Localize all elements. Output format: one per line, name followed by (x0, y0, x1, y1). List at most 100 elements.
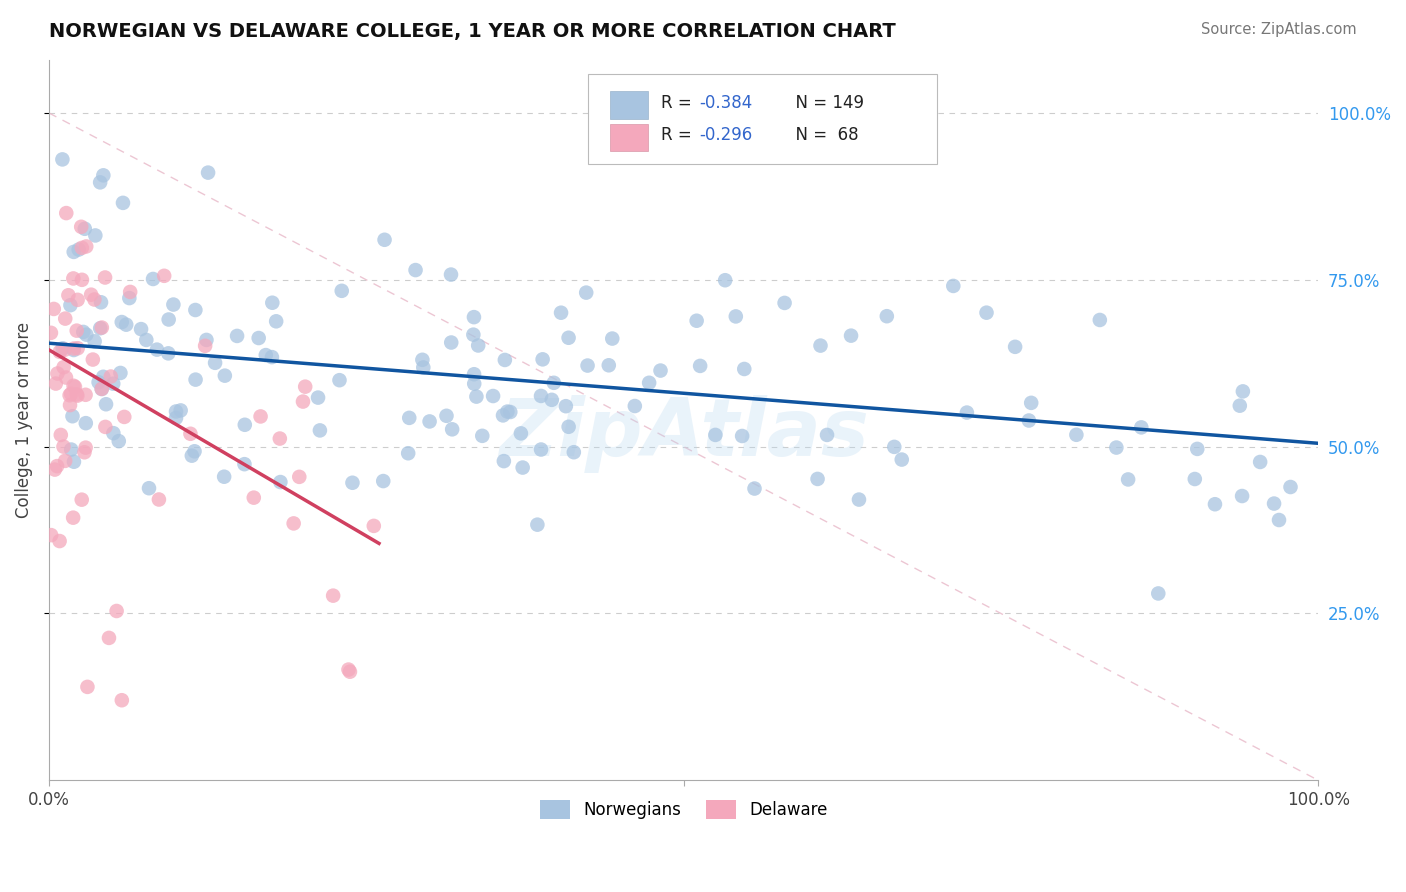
Point (260, 350, 283, 364)
Bar (610, 124, 648, 152)
Point (492, 454, 515, 468)
Point (1232, 384, 1254, 399)
Point (45, 376, 67, 391)
Point (441, 422, 464, 436)
Point (526, 517, 548, 532)
Point (184, 303, 207, 318)
Point (120, 285, 142, 299)
Point (1249, 455, 1271, 469)
Point (66, 293, 89, 307)
Point (60, 442, 83, 457)
Point (1268, 513, 1291, 527)
Point (93, 169, 115, 183)
Point (337, 663, 360, 677)
Point (724, 310, 747, 324)
Point (557, 331, 579, 345)
Point (496, 404, 519, 418)
Point (142, 272, 165, 286)
Point (322, 589, 344, 603)
Point (1229, 399, 1251, 413)
Point (135, 333, 157, 347)
Point (1116, 472, 1139, 486)
Point (942, 279, 965, 293)
Point (598, 359, 620, 373)
Point (467, 338, 489, 352)
Point (66, 324, 89, 338)
Point (531, 352, 554, 367)
Point (98, 631, 121, 645)
Point (283, 516, 305, 531)
Point (1130, 420, 1153, 434)
Point (374, 233, 396, 247)
Point (84, 228, 107, 243)
Point (52, 440, 75, 454)
Point (773, 296, 796, 310)
Point (62, 409, 84, 424)
Point (288, 470, 311, 484)
Point (806, 472, 828, 486)
Point (1105, 441, 1128, 455)
Point (110, 366, 132, 380)
Point (440, 335, 463, 350)
Point (62, 244, 84, 259)
Point (1147, 586, 1170, 600)
Point (59, 398, 82, 412)
Point (194, 339, 217, 353)
Point (689, 359, 711, 373)
Point (214, 368, 236, 383)
Point (810, 338, 832, 352)
Point (638, 376, 661, 390)
Point (111, 195, 134, 210)
Point (72, 325, 94, 339)
Point (179, 426, 201, 441)
Point (624, 399, 647, 413)
Point (90, 295, 112, 310)
Point (543, 376, 565, 390)
Point (90, 382, 112, 396)
Point (62, 378, 84, 392)
Point (463, 327, 485, 342)
Point (330, 284, 353, 298)
Point (492, 409, 515, 423)
Point (146, 343, 169, 357)
Point (247, 331, 270, 345)
Point (63, 380, 86, 394)
Point (890, 452, 912, 467)
Point (75, 327, 97, 342)
Point (73, 221, 96, 235)
Point (70, 492, 93, 507)
Point (91, 369, 114, 384)
Point (153, 268, 176, 283)
Point (242, 491, 264, 505)
Point (744, 482, 766, 496)
Point (576, 359, 599, 373)
Point (180, 449, 202, 463)
Point (848, 492, 870, 507)
Point (976, 306, 998, 320)
FancyBboxPatch shape (589, 74, 938, 164)
Point (1230, 489, 1253, 503)
Point (363, 519, 385, 533)
Point (107, 434, 129, 449)
Point (75, 416, 97, 430)
Point (650, 363, 672, 377)
Point (600, 332, 623, 346)
Point (118, 291, 141, 305)
Point (52, 342, 75, 356)
Point (405, 263, 427, 277)
Point (63, 342, 86, 356)
Point (291, 394, 314, 409)
Point (46, 459, 69, 474)
Point (1187, 442, 1209, 456)
Point (157, 346, 180, 360)
Point (883, 440, 905, 454)
Point (46, 367, 69, 381)
Point (269, 432, 291, 446)
Point (815, 428, 838, 442)
Point (80, 287, 103, 301)
Point (66, 341, 89, 355)
Point (63, 455, 86, 469)
Point (373, 474, 395, 488)
Point (169, 403, 191, 417)
Point (90, 382, 112, 396)
